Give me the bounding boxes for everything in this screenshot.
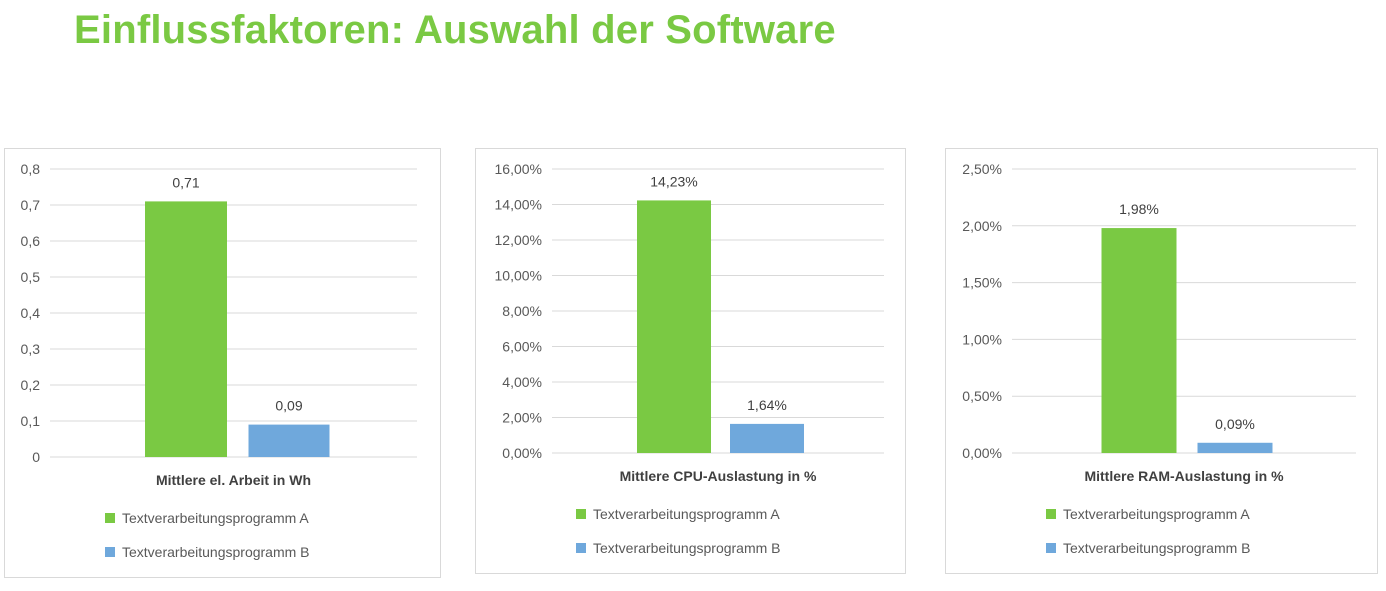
legend-swatch [576, 509, 586, 519]
legend-label: Textverarbeitungsprogramm A [122, 510, 309, 526]
chart-panel-ram-load: 0,00% 0,50% 1,00% 1,50% 2,00% 2,50% 1,98% 0,09%… [945, 148, 1378, 574]
bar-program-a [145, 201, 227, 457]
y-tick-label: 6,00% [502, 339, 542, 355]
y-tick-label: 0 [32, 449, 40, 465]
data-label: 1,64% [747, 397, 787, 413]
bar-program-a [637, 200, 711, 453]
legend-swatch [1046, 509, 1056, 519]
y-tick-label: 0,4 [21, 305, 41, 321]
legend-item-program-b: Textverarbeitungsprogramm B [576, 540, 781, 556]
y-tick-label: 1,00% [962, 331, 1002, 347]
legend-item-program-a: Textverarbeitungsprogramm A [576, 506, 780, 522]
bar-program-b [730, 423, 804, 453]
y-tick-label: 8,00% [502, 303, 542, 319]
legend-label: Textverarbeitungsprogramm A [1063, 506, 1250, 522]
y-tick-label: 0,3 [21, 341, 41, 357]
bar-program-a [1101, 228, 1177, 453]
bar-chart-svg: 0 0,1 0,2 0,3 0,4 0,5 0,6 0,7 0,8 0,71 0,09 Mittler… [21, 161, 417, 488]
bar-program-b [1197, 442, 1273, 453]
legend-item-program-a: Textverarbeitungsprogramm A [105, 510, 309, 526]
y-tick-label: 0,00% [962, 445, 1002, 461]
legend-label: Textverarbeitungsprogramm B [593, 540, 781, 556]
y-tick-label: 0,00% [502, 445, 542, 461]
y-tick-label: 16,00% [495, 161, 542, 177]
y-tick-label: 0,1 [21, 413, 41, 429]
bar-chart-svg: 0,00% 0,50% 1,00% 1,50% 2,00% 2,50% 1,98% 0,09%… [962, 161, 1356, 484]
legend-label: Textverarbeitungsprogramm B [122, 544, 310, 560]
data-label: 1,98% [1119, 201, 1159, 217]
chart-panel-electric-work: 0 0,1 0,2 0,3 0,4 0,5 0,6 0,7 0,8 0,71 0,09 Mittler… [4, 148, 441, 578]
x-axis-title: Mittlere RAM-Auslastung in % [1084, 468, 1284, 484]
legend-swatch [576, 543, 586, 553]
x-axis-title: Mittlere el. Arbeit in Wh [156, 472, 311, 488]
legend-item-program-b: Textverarbeitungsprogramm B [105, 544, 310, 560]
y-tick-label: 2,00% [502, 410, 542, 426]
data-label: 0,09 [275, 398, 302, 414]
y-tick-label: 0,2 [21, 377, 41, 393]
data-label: 14,23% [650, 173, 697, 189]
y-tick-label: 4,00% [502, 374, 542, 390]
data-label: 0,71 [172, 174, 199, 190]
y-tick-label: 0,50% [962, 388, 1002, 404]
legend-swatch [1046, 543, 1056, 553]
y-tick-label: 14,00% [495, 197, 542, 213]
y-tick-label: 1,50% [962, 275, 1002, 291]
y-tick-label: 10,00% [495, 268, 542, 284]
slide-title: Einflussfaktoren: Auswahl der Software [74, 8, 836, 52]
legend-label: Textverarbeitungsprogramm B [1063, 540, 1251, 556]
chart-panel-cpu-load: 0,00% 2,00% 4,00% 6,00% 8,00% 10,00% 12,00% 14,… [475, 148, 906, 574]
y-tick-label: 2,00% [962, 218, 1002, 234]
x-axis-title: Mittlere CPU-Auslastung in % [620, 468, 817, 484]
legend-swatch [105, 513, 115, 523]
y-tick-label: 2,50% [962, 161, 1002, 177]
y-tick-label: 0,6 [21, 233, 41, 249]
y-tick-label: 0,8 [21, 161, 41, 177]
bar-program-b [248, 424, 330, 457]
y-tick-label: 0,5 [21, 269, 41, 285]
legend-swatch [105, 547, 115, 557]
legend-item-program-a: Textverarbeitungsprogramm A [1046, 506, 1250, 522]
y-tick-label: 12,00% [495, 232, 542, 248]
legend-label: Textverarbeitungsprogramm A [593, 506, 780, 522]
y-tick-label: 0,7 [21, 197, 41, 213]
bar-chart-svg: 0,00% 2,00% 4,00% 6,00% 8,00% 10,00% 12,00% 14,… [495, 161, 884, 484]
legend-item-program-b: Textverarbeitungsprogramm B [1046, 540, 1251, 556]
data-label: 0,09% [1215, 416, 1255, 432]
